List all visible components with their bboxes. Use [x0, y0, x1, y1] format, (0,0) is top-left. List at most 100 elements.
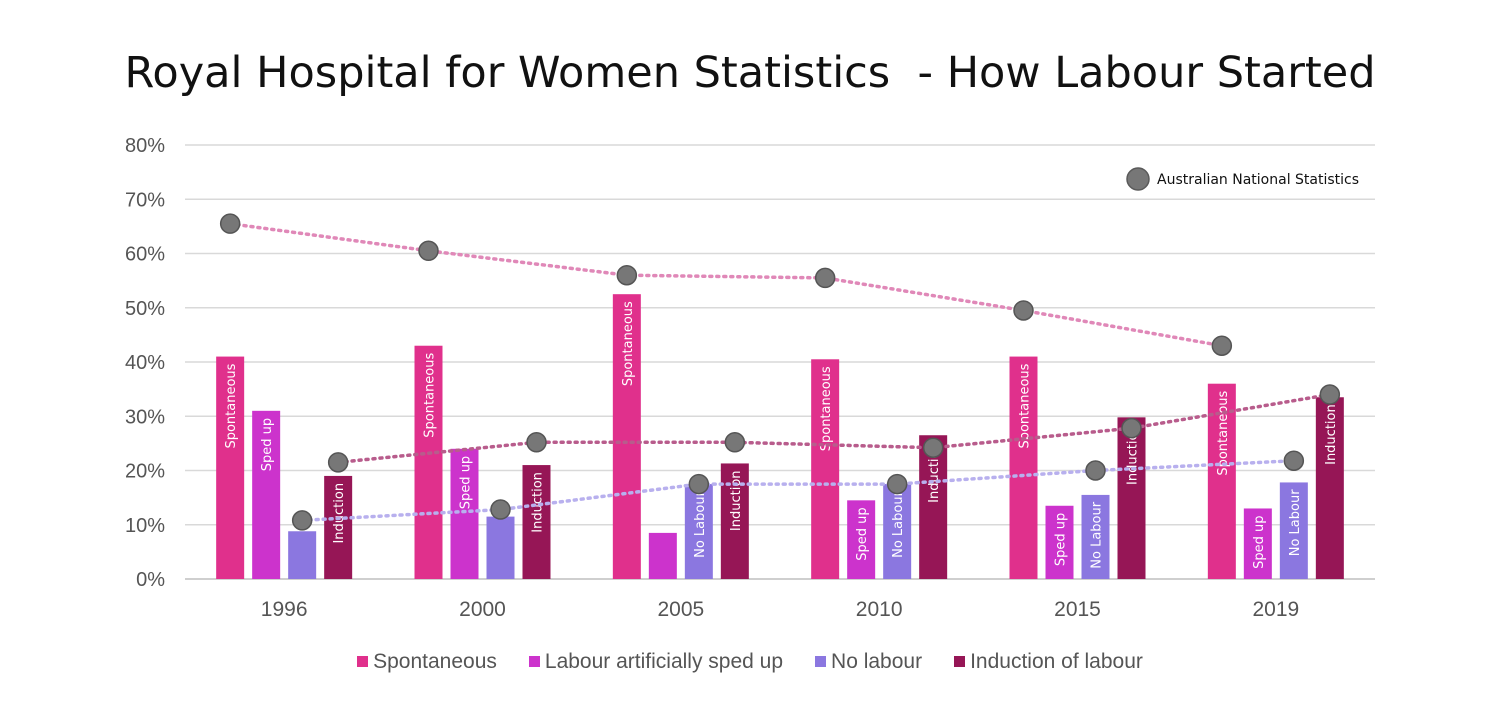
national-stat-point — [490, 499, 511, 520]
national-stat-line — [336, 392, 1332, 465]
bar — [883, 484, 912, 579]
y-axis-ticks: 0% 10% 20% 30% 40% 50% 60% 70% 80% — [125, 135, 165, 591]
gridlines — [185, 144, 1375, 580]
national-stat-point — [1013, 300, 1034, 321]
y-tick-label: 80% — [125, 135, 165, 157]
bar-label: Induction — [531, 472, 546, 533]
bar-label: Sped up — [1054, 513, 1069, 566]
bar — [1207, 383, 1236, 579]
bar — [522, 465, 551, 579]
bar-label: Spontaneous — [1018, 363, 1033, 448]
national-stat-point — [922, 437, 944, 458]
bar-label: Induction — [332, 483, 347, 544]
y-tick-label: 60% — [125, 244, 165, 266]
legend-swatch — [528, 656, 540, 667]
national-stat-point — [418, 240, 439, 262]
legend-label: Spontaneous — [373, 649, 497, 673]
national-stat-point — [724, 432, 746, 453]
bar-label: No Labour — [693, 490, 708, 557]
national-stat-point — [616, 264, 638, 286]
legend-swatch — [954, 656, 966, 667]
bar-label: Induction — [1126, 424, 1141, 485]
bar — [216, 356, 245, 579]
y-tick-label: 40% — [125, 352, 165, 374]
x-axis-labels: 1996 2000 2005 2010 2015 2019 — [261, 598, 1299, 621]
bar — [288, 531, 317, 579]
y-tick-label: 70% — [125, 189, 165, 211]
bar — [324, 475, 353, 579]
national-stat-legend-marker — [1126, 167, 1150, 191]
x-tick-label: 2000 — [459, 598, 506, 621]
legend-label: Induction of labour — [970, 649, 1143, 673]
national-stat-point — [219, 213, 241, 234]
national-stat-point — [886, 473, 908, 495]
chart-legend: Spontaneous Labour artificially sped up No… — [0, 649, 1500, 674]
bar — [252, 410, 281, 579]
bar — [1045, 505, 1074, 579]
y-tick-label: 50% — [125, 298, 165, 320]
legend-item: Labour artificially sped up — [528, 649, 784, 674]
national-stat-point — [1085, 460, 1106, 481]
bar-label: Spontaneous — [423, 353, 438, 438]
legend-item: Induction of labour — [954, 650, 1143, 674]
bar-label: No Labour — [891, 490, 906, 557]
national-stat-point — [1319, 384, 1341, 405]
national-stat-line — [228, 221, 1224, 348]
legend-label: No labour — [831, 649, 923, 673]
bar — [486, 516, 515, 579]
bar — [414, 345, 443, 579]
legend-item: No labour — [815, 650, 922, 674]
bar — [450, 448, 479, 579]
national-stat-point — [291, 510, 313, 531]
y-tick-label: 30% — [125, 406, 165, 428]
bar — [648, 532, 677, 579]
national-stat-legend: Australian National Statistics — [1126, 167, 1359, 191]
bar — [1009, 356, 1038, 579]
bar — [684, 484, 713, 579]
bar — [1243, 508, 1272, 579]
bar — [612, 294, 641, 579]
bar-label: Spontaneous — [224, 363, 239, 448]
bar-label: Induction — [729, 470, 744, 531]
national-stat-point — [1121, 417, 1142, 439]
national-stat-point — [327, 452, 349, 473]
national-stat-line — [300, 458, 1296, 523]
bar-label: No Labour — [1288, 489, 1303, 556]
national-stat-point — [526, 432, 547, 453]
x-tick-label: 1996 — [261, 598, 308, 621]
national-stat-markers — [219, 213, 1341, 531]
national-stat-point — [688, 473, 710, 495]
bar-label: Induction — [1324, 404, 1339, 465]
bar-label: Sped up — [1252, 515, 1267, 568]
y-tick-label: 10% — [125, 515, 165, 537]
bar-label: Spontaneous — [621, 301, 636, 386]
bar-series: Spontaneous Spontaneous Spontaneous Spontan… — [216, 294, 1344, 579]
x-tick-label: 2019 — [1252, 598, 1299, 621]
legend-swatch — [815, 656, 827, 667]
bar-label: Sped up — [855, 507, 870, 560]
bar — [847, 500, 876, 579]
bar-label: Sped up — [459, 456, 474, 509]
x-tick-label: 2010 — [856, 598, 903, 621]
bar-label: Sped up — [260, 418, 275, 471]
x-tick-label: 2005 — [657, 598, 704, 621]
bar — [1081, 494, 1110, 579]
y-tick-label: 0% — [136, 569, 165, 591]
y-tick-label: 20% — [125, 461, 165, 483]
bar — [811, 359, 840, 579]
legend-item: Spontaneous — [357, 650, 497, 674]
bar — [919, 435, 948, 579]
bar-label: No Labour — [1090, 501, 1105, 568]
chart-title: Royal Hospital for Women Statistics - Ho… — [124, 48, 1376, 98]
legend-label: Labour artificially sped up — [544, 649, 784, 673]
bar — [1117, 417, 1146, 579]
bar — [1279, 482, 1308, 579]
bar — [1315, 397, 1344, 579]
legend-swatch — [357, 656, 369, 667]
bar-label: Spontaneous — [819, 366, 834, 451]
national-stat-point — [814, 267, 836, 289]
national-stat-point — [1283, 450, 1305, 471]
national-stat-lines — [228, 221, 1332, 523]
x-tick-label: 2015 — [1054, 598, 1101, 621]
